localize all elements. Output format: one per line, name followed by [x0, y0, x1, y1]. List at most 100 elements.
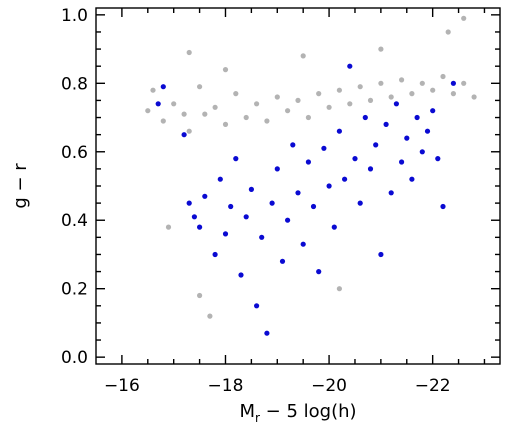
blue-data-point	[373, 142, 379, 148]
blue-data-point	[450, 80, 456, 86]
blue-data-point	[310, 203, 317, 210]
gray-data-point	[347, 101, 353, 107]
blue-data-point	[383, 121, 389, 127]
gray-data-point	[430, 87, 436, 93]
blue-data-point	[191, 214, 197, 220]
blue-data-point	[367, 166, 374, 172]
blue-data-point	[259, 234, 265, 240]
gray-data-point	[207, 313, 213, 319]
y-tick-label: 0.4	[61, 211, 88, 231]
gray-data-point	[336, 286, 342, 292]
blue-data-point	[279, 258, 286, 264]
gray-data-point	[367, 97, 374, 103]
y-tick-label: 0.2	[61, 280, 88, 300]
gray-data-point	[233, 91, 239, 97]
gray-data-point	[316, 91, 322, 97]
blue-data-point	[305, 159, 311, 165]
blue-data-point	[342, 176, 348, 182]
x-tick-label: −16	[104, 376, 140, 396]
blue-data-point	[326, 183, 332, 189]
blue-data-point	[352, 156, 358, 162]
gray-data-point	[305, 114, 311, 121]
points-layer	[145, 15, 477, 336]
blue-data-point	[285, 217, 291, 223]
blue-data-point	[419, 149, 425, 155]
gray-data-point	[165, 224, 172, 230]
x-axis-label-sub: r	[255, 411, 260, 425]
y-axis-label: g − r	[10, 163, 31, 209]
blue-data-point	[300, 241, 306, 247]
blue-data-point	[435, 156, 441, 162]
blue-data-point	[197, 224, 203, 230]
blue-data-point	[269, 200, 275, 206]
gray-data-point	[222, 121, 229, 127]
y-tick-label: 1.0	[61, 6, 88, 26]
x-tick-label: −22	[415, 376, 451, 396]
gray-data-point	[171, 101, 177, 107]
gray-data-point	[450, 91, 456, 97]
gray-data-point	[336, 87, 342, 93]
gray-data-point	[461, 80, 467, 86]
blue-data-point	[264, 330, 270, 336]
blue-data-point	[254, 303, 260, 309]
gray-data-point	[243, 114, 249, 121]
gray-data-point	[254, 101, 260, 107]
blue-data-point	[243, 214, 249, 220]
gray-data-point	[378, 80, 384, 86]
blue-data-point	[202, 193, 208, 199]
blue-data-point	[357, 200, 363, 206]
blue-data-point	[378, 251, 384, 258]
blue-data-point	[424, 128, 431, 134]
gray-data-point	[378, 46, 384, 52]
x-axis-label: Mr − 5 log(h)	[239, 401, 356, 425]
blue-data-point	[155, 101, 161, 107]
gray-data-point	[445, 29, 451, 35]
blue-data-point	[388, 190, 394, 196]
gray-data-point	[388, 94, 394, 100]
gray-data-point	[212, 104, 218, 110]
blue-data-point	[290, 142, 296, 148]
blue-data-point	[238, 272, 244, 278]
blue-data-point	[347, 63, 353, 69]
gray-data-point	[202, 111, 208, 117]
gray-data-point	[264, 118, 270, 124]
gray-data-point	[300, 53, 306, 59]
y-tick-label: 0.6	[61, 143, 88, 163]
blue-data-point	[228, 203, 234, 210]
blue-data-point	[233, 156, 239, 162]
gray-data-point	[419, 80, 425, 86]
x-axis-label-rest: − 5 log(h)	[260, 401, 357, 422]
gray-data-point	[326, 104, 332, 110]
x-axis-label-main: M	[239, 401, 255, 422]
ticks-layer: −16 −18 −20 −22 0.0 0.2 0.4 0.6 0.8 1.0	[61, 6, 500, 396]
gray-data-point	[186, 49, 192, 56]
gray-data-point	[145, 108, 151, 114]
blue-data-point	[409, 176, 415, 182]
blue-data-point	[414, 114, 420, 121]
blue-data-point	[316, 269, 322, 275]
blue-data-point	[331, 224, 337, 230]
gray-data-point	[197, 84, 203, 90]
blue-data-point	[393, 101, 399, 107]
gray-data-point	[274, 94, 280, 100]
blue-data-point	[399, 159, 405, 165]
blue-data-point	[362, 114, 368, 121]
gray-data-point	[440, 73, 446, 80]
y-tick-label: 0.0	[61, 348, 88, 368]
blue-data-point	[248, 186, 254, 192]
gray-data-point	[181, 111, 187, 117]
blue-data-point	[430, 108, 436, 114]
gray-data-point	[409, 91, 415, 97]
blue-data-point	[336, 128, 342, 134]
blue-data-point	[295, 190, 301, 196]
blue-data-point	[274, 166, 280, 172]
gray-data-point	[357, 84, 363, 90]
gray-data-point	[461, 15, 467, 21]
blue-data-point	[404, 135, 410, 141]
gray-data-point	[285, 108, 291, 114]
blue-data-point	[321, 145, 327, 151]
gray-data-point	[150, 87, 156, 93]
gray-data-point	[222, 67, 229, 73]
x-tick-label: −18	[208, 376, 244, 396]
